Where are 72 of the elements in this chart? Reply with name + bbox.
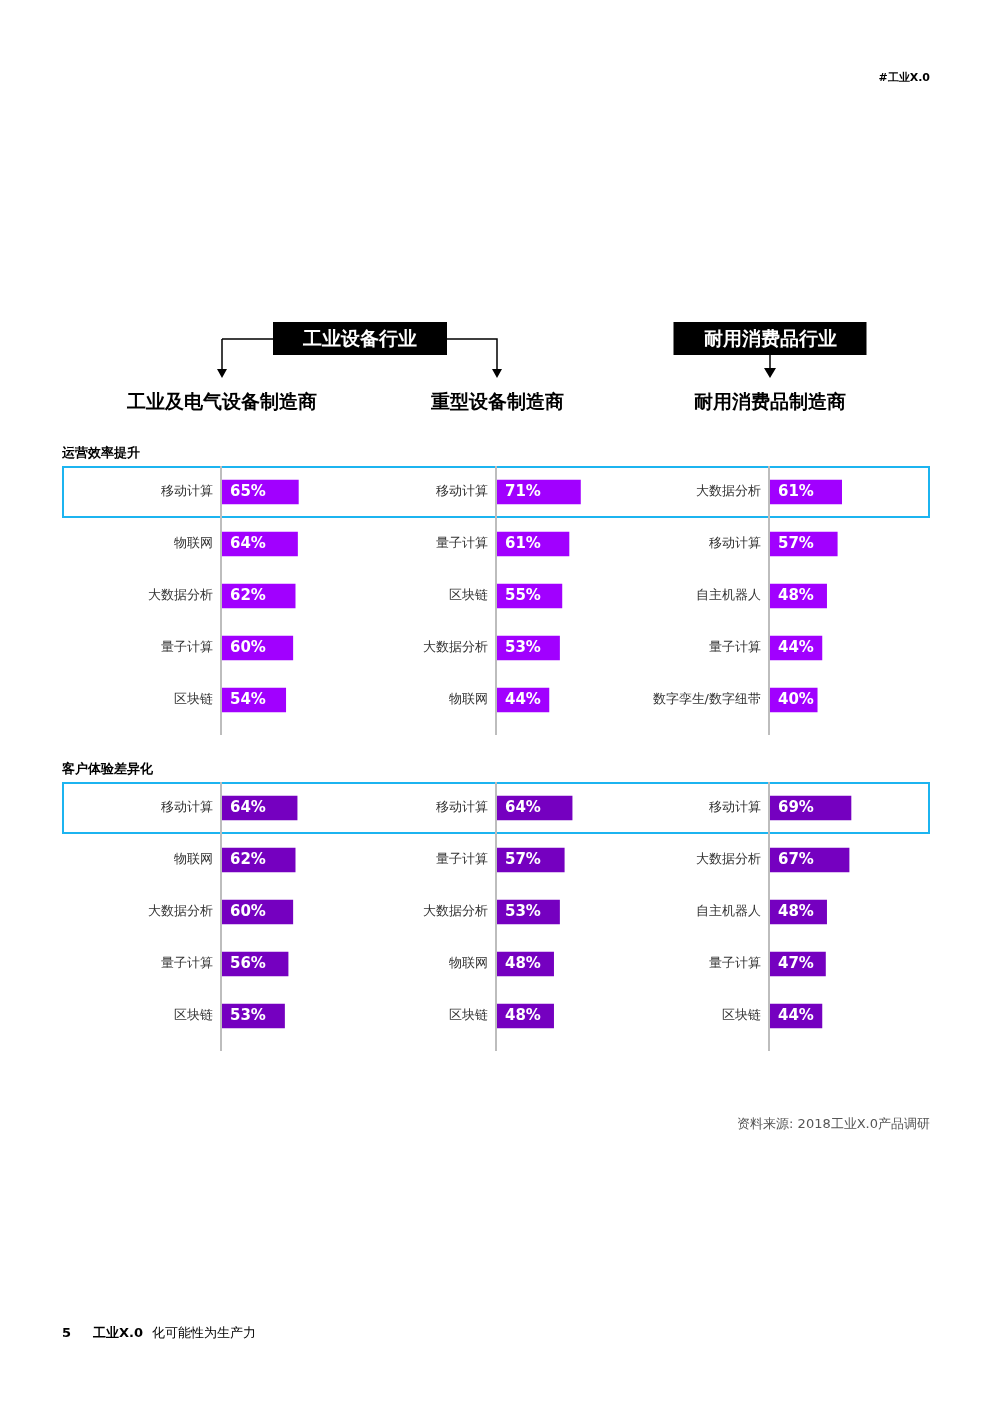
y-tick-label: 量子计算 xyxy=(436,535,488,551)
data-label: 55% xyxy=(505,585,541,604)
y-tick-label: 物联网 xyxy=(174,851,213,867)
header-box: 耐用消费品行业 xyxy=(673,322,867,355)
y-tick-label: 量子计算 xyxy=(709,639,761,655)
y-tick-label: 自主机器人 xyxy=(696,903,761,919)
y-tick-label: 区块链 xyxy=(449,587,488,603)
chart-title: 耐用消费品制造商 xyxy=(694,390,846,412)
chart-title: 工业及电气设备制造商 xyxy=(127,390,317,412)
text: 工业X.0 xyxy=(93,1325,144,1341)
y-tick-label: 大数据分析 xyxy=(696,851,761,867)
data-label: 48% xyxy=(505,1005,541,1024)
data-label: 69% xyxy=(778,797,814,816)
data-label: 48% xyxy=(778,901,814,920)
y-tick-label: 移动计算 xyxy=(709,535,761,551)
data-label: 65% xyxy=(230,481,266,500)
y-tick-label: 量子计算 xyxy=(436,851,488,867)
y-tick-label: 移动计算 xyxy=(709,799,761,815)
data-label: 64% xyxy=(230,797,266,816)
data-label: 44% xyxy=(505,689,541,708)
y-tick-label: 量子计算 xyxy=(161,955,213,971)
text: #工业X.0 xyxy=(878,71,930,85)
y-tick-label: 物联网 xyxy=(449,955,488,971)
y-tick-label: 区块链 xyxy=(174,1007,213,1023)
y-tick-label: 区块链 xyxy=(449,1007,488,1023)
data-label: 44% xyxy=(778,1005,814,1024)
y-tick-label: 移动计算 xyxy=(161,799,213,815)
text: 客户体验差异化 xyxy=(62,761,153,777)
data-label: 62% xyxy=(230,849,266,868)
data-label: 60% xyxy=(230,901,266,920)
data-label: 53% xyxy=(505,901,541,920)
data-label: 71% xyxy=(505,481,541,500)
data-label: 53% xyxy=(505,637,541,656)
y-tick-label: 大数据分析 xyxy=(423,639,488,655)
y-tick-label: 物联网 xyxy=(174,535,213,551)
data-label: 56% xyxy=(230,953,266,972)
data-label: 53% xyxy=(230,1005,266,1024)
header-box: 工业设备行业 xyxy=(272,322,447,355)
y-tick-label: 移动计算 xyxy=(436,799,488,815)
text: 资料来源: 2018工业X.0产品调研 xyxy=(737,1116,930,1132)
data-label: 47% xyxy=(778,953,814,972)
y-tick-label: 量子计算 xyxy=(161,639,213,655)
text: 运营效率提升 xyxy=(62,445,140,461)
y-tick-label: 移动计算 xyxy=(436,483,488,499)
y-tick-label: 数字孪生/数字纽带 xyxy=(652,691,761,707)
data-label: 57% xyxy=(778,533,814,552)
y-tick-label: 移动计算 xyxy=(161,483,213,499)
data-label: 62% xyxy=(230,585,266,604)
chart-title: 重型设备制造商 xyxy=(430,390,564,412)
data-label: 60% xyxy=(230,637,266,656)
data-label: 54% xyxy=(230,689,266,708)
data-label: 67% xyxy=(778,849,814,868)
y-tick-label: 自主机器人 xyxy=(696,587,761,603)
text: 化可能性为生产力 xyxy=(152,1325,256,1341)
data-label: 48% xyxy=(505,953,541,972)
y-tick-label: 大数据分析 xyxy=(423,903,488,919)
y-tick-label: 量子计算 xyxy=(709,955,761,971)
y-tick-label: 区块链 xyxy=(722,1007,761,1023)
data-label: 61% xyxy=(505,533,541,552)
y-tick-label: 大数据分析 xyxy=(148,587,213,603)
y-tick-label: 大数据分析 xyxy=(696,483,761,499)
data-label: 48% xyxy=(778,585,814,604)
data-label: 44% xyxy=(778,637,814,656)
data-label: 64% xyxy=(230,533,266,552)
y-tick-label: 大数据分析 xyxy=(148,903,213,919)
y-tick-label: 物联网 xyxy=(449,691,488,707)
text: 5 xyxy=(62,1325,72,1341)
data-label: 57% xyxy=(505,849,541,868)
data-label: 40% xyxy=(778,689,814,708)
data-label: 61% xyxy=(778,481,814,500)
y-tick-label: 区块链 xyxy=(174,691,213,707)
data-label: 64% xyxy=(505,797,541,816)
